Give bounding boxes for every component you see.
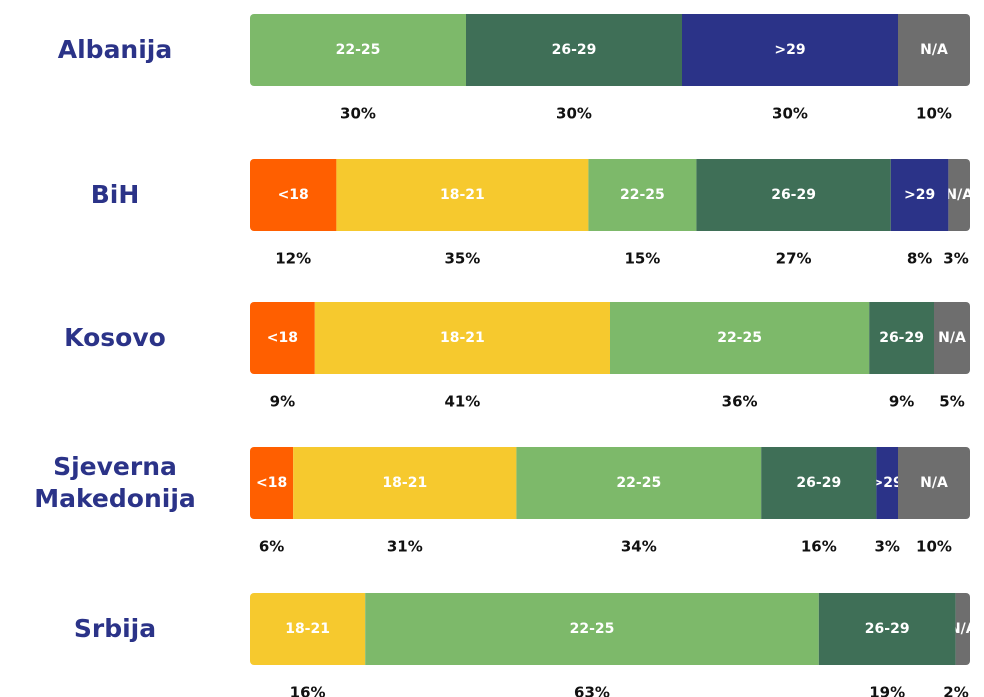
value-label: 41% [444,393,480,411]
bar-segment [818,593,956,665]
value-label: 6% [259,538,284,556]
value-label: 35% [444,250,480,268]
value-label: 3% [943,250,968,268]
segment-label: 22-25 [616,475,661,491]
category-label: Albanija [57,35,173,64]
value-label: 34% [621,538,657,556]
bar-segment [696,159,891,231]
value-label: 63% [574,684,610,697]
bar-segment [250,593,366,665]
bar-segment [761,447,877,519]
bar-segment [876,447,898,519]
bar-segment [934,302,970,374]
value-label: 30% [556,105,592,123]
value-label: 15% [624,250,660,268]
bar-row: 18-21 22-25 26-29 N/A [250,593,977,665]
segment-label: N/A [938,330,966,346]
value-label: 9% [270,393,295,411]
value-label: 9% [889,393,914,411]
segment-label: >29 [872,475,903,491]
segment-label: >29 [774,42,805,58]
segment-label: 26-29 [552,42,597,58]
bar-segment [250,14,466,86]
category-label: Srbija [73,614,157,643]
segment-label: 22-25 [717,330,762,346]
bar-segment [948,159,970,231]
category-label: Sjeverna Makedonija [34,452,196,513]
value-label: 30% [772,105,808,123]
value-label: 3% [874,538,899,556]
segment-label: 26-29 [879,330,924,346]
value-label: 19% [869,684,905,697]
bar-segment [898,447,970,519]
bar-segment [466,14,682,86]
bar-segment [869,302,934,374]
bar-row: 22-25 26-29 >29 N/A [250,14,970,86]
segment-label: 18-21 [382,475,427,491]
segment-label: 22-25 [620,187,665,203]
bar-segment [293,447,517,519]
bar-segment [250,302,315,374]
segment-label: N/A [920,475,948,491]
segment-label: 22-25 [570,621,615,637]
category-label: Kosovo [64,323,166,352]
bar-segment [898,14,970,86]
bar-segment [890,159,949,231]
segment-label: <18 [267,330,298,346]
value-label: 10% [916,538,952,556]
segment-label: 26-29 [796,475,841,491]
segment-label: N/A [920,42,948,58]
value-label: 2% [943,684,968,697]
value-label: 12% [275,250,311,268]
bar-row: <18 18-21 22-25 26-29 N/A [250,302,970,374]
segment-label: N/A [949,621,977,637]
value-label: 16% [801,538,837,556]
segment-label: N/A [945,187,973,203]
bar-segment [314,302,610,374]
bar-segment [336,159,589,231]
bar-segment [365,593,819,665]
bar-segment [588,159,697,231]
value-label: 30% [340,105,376,123]
value-label: 8% [907,250,932,268]
bar-segment [682,14,898,86]
bar-segment [516,447,762,519]
segment-label: 26-29 [865,621,910,637]
segment-label: >29 [904,187,935,203]
segment-label: 18-21 [440,187,485,203]
value-label: 5% [939,393,964,411]
value-label: 36% [722,393,758,411]
segment-label: 18-21 [285,621,330,637]
segment-label: 18-21 [440,330,485,346]
segment-label: 22-25 [336,42,381,58]
bar-row: <18 18-21 22-25 26-29 >29 N/A [250,159,973,231]
segment-label: <18 [278,187,309,203]
bar-segment [955,593,970,665]
bar-segment [250,159,337,231]
value-label: 10% [916,105,952,123]
bar-row: <18 18-21 22-25 26-29 >29 N/A [250,447,970,519]
bar-segment [250,447,294,519]
value-label: 16% [290,684,326,697]
value-label: 27% [776,250,812,268]
segment-label: 26-29 [771,187,816,203]
segment-label: <18 [256,475,287,491]
category-label: BiH [90,180,140,209]
bar-segment [610,302,870,374]
value-label: 31% [387,538,423,556]
